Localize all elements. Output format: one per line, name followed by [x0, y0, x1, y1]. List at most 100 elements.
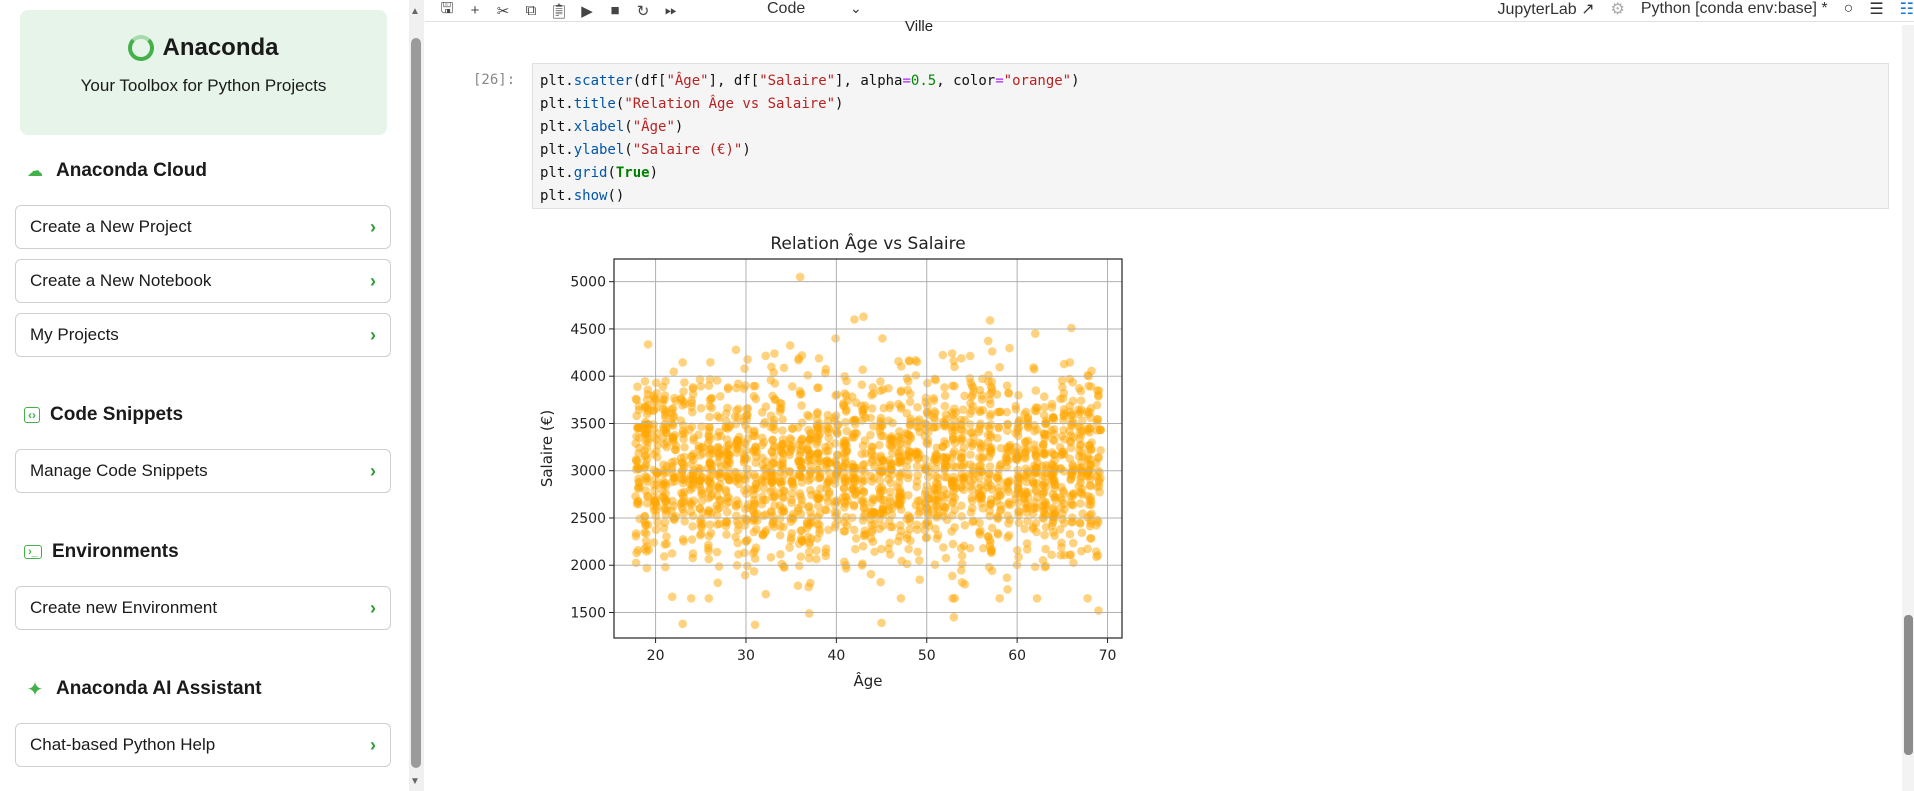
create-environment-button[interactable]: Create new Environment ›	[15, 586, 391, 630]
chat-python-help-button[interactable]: Chat-based Python Help ›	[15, 723, 391, 767]
scatter-point	[841, 391, 851, 400]
scatter-point	[813, 520, 822, 529]
scatter-point	[930, 495, 940, 505]
scatter-point	[885, 494, 895, 503]
scatter-point	[1065, 529, 1075, 539]
scatter-point	[704, 594, 714, 603]
y-tick-label: 2000	[570, 558, 606, 574]
create-project-button[interactable]: Create a New Project ›	[15, 205, 391, 249]
scatter-point	[714, 450, 724, 459]
scatter-point	[670, 393, 679, 403]
scatter-point	[876, 577, 885, 587]
scatter-point	[995, 594, 1005, 603]
scatter-point	[804, 554, 814, 563]
scatter-point	[914, 556, 924, 565]
scatter-point	[812, 465, 822, 475]
scatter-point	[894, 491, 903, 500]
sidebar-scroll-thumb[interactable]	[411, 38, 421, 768]
scatter-point	[694, 441, 704, 451]
scatter-point	[704, 540, 713, 550]
run-all-icon[interactable]: ⏩︎	[664, 2, 677, 19]
scatter-point	[866, 471, 876, 481]
scatter-point	[632, 548, 641, 558]
scatter-point	[641, 436, 651, 446]
scatter-point	[1028, 522, 1038, 532]
scatter-point	[913, 454, 923, 464]
stop-icon[interactable]: ■	[610, 2, 620, 19]
chart-title: Relation Âge vs Salaire	[770, 232, 965, 254]
scatter-point	[704, 554, 714, 564]
copy-icon[interactable]: ⧉	[525, 2, 537, 19]
scatter-point	[642, 498, 652, 508]
scatter-point	[641, 520, 650, 530]
kernel-name[interactable]: Python [conda env:base] *	[1640, 0, 1828, 17]
chevron-down-icon[interactable]: ⌄	[850, 0, 862, 16]
scatter-point	[640, 446, 649, 455]
scatter-point	[679, 421, 688, 430]
scatter-point	[775, 501, 785, 510]
scatter-point	[948, 432, 958, 441]
scatter-point	[850, 525, 859, 535]
code-editor[interactable]: plt.scatter(df["Âge"], df["Salaire"], al…	[532, 63, 1889, 209]
scatter-point	[658, 395, 668, 404]
cut-icon[interactable]: ✂	[496, 2, 510, 20]
scatter-point	[957, 559, 967, 569]
notebook-scroll-thumb[interactable]	[1904, 615, 1913, 755]
scatter-point	[757, 475, 767, 484]
scatter-point	[823, 422, 832, 431]
debugger-icon[interactable]: ⚙	[1610, 1, 1625, 18]
scatter-point	[857, 449, 867, 459]
scatter-point	[776, 479, 786, 489]
scatter-point	[1039, 410, 1049, 420]
scatter-point	[1021, 452, 1030, 462]
scatter-point	[814, 448, 823, 458]
scatter-point	[813, 501, 823, 511]
scatter-point	[903, 376, 913, 386]
scatter-point	[644, 545, 654, 555]
restart-icon[interactable]: ↻	[636, 2, 650, 20]
run-icon[interactable]: ▶	[581, 2, 593, 20]
jupyterlab-link[interactable]: JupyterLab ↗	[1497, 1, 1595, 18]
property-inspector-icon[interactable]: ☷	[1899, 1, 1914, 18]
scatter-point	[931, 524, 940, 534]
scatter-point	[1093, 453, 1103, 463]
scatter-point	[1030, 406, 1039, 415]
scatter-point	[740, 570, 750, 580]
scatter-point	[885, 516, 894, 526]
scatter-point	[866, 534, 876, 543]
scatter-point	[1013, 471, 1023, 481]
save-icon[interactable]: 🖫	[440, 0, 454, 17]
scatter-point	[712, 547, 722, 557]
scatter-point	[1032, 594, 1042, 603]
scatter-point	[1014, 518, 1024, 528]
my-projects-button[interactable]: My Projects ›	[15, 313, 391, 357]
scatter-point	[1030, 329, 1040, 338]
scatter-point	[695, 482, 705, 491]
paste-icon[interactable]: 📋︎	[549, 2, 569, 20]
scatter-point	[1002, 407, 1012, 417]
scatter-point	[1059, 412, 1069, 421]
scatter-point	[804, 412, 814, 421]
scatter-point	[949, 612, 959, 622]
scroll-down-icon[interactable]: ▼	[410, 776, 420, 787]
cell-type-select[interactable]: Code	[767, 0, 806, 17]
menu-icon[interactable]: ☰	[1869, 1, 1884, 18]
scroll-up-icon[interactable]: ▲	[410, 6, 420, 17]
scatter-point	[815, 473, 825, 483]
add-cell-icon[interactable]: +	[470, 2, 480, 19]
scatter-point	[704, 431, 713, 440]
scatter-point	[812, 554, 821, 564]
notebook-scrollbar[interactable]	[1902, 25, 1914, 791]
scatter-point	[1076, 467, 1085, 477]
scatter-point	[933, 511, 943, 520]
manage-snippets-button[interactable]: Manage Code Snippets ›	[15, 449, 391, 493]
create-notebook-button[interactable]: Create a New Notebook ›	[15, 259, 391, 303]
scatter-point	[788, 479, 798, 489]
scatter-point	[805, 453, 814, 463]
scatter-point	[959, 541, 969, 551]
scatter-point	[1040, 403, 1049, 412]
scatter-point	[957, 354, 966, 363]
scatter-point	[812, 534, 822, 543]
scatter-point	[787, 382, 797, 391]
scatter-point	[743, 410, 752, 420]
